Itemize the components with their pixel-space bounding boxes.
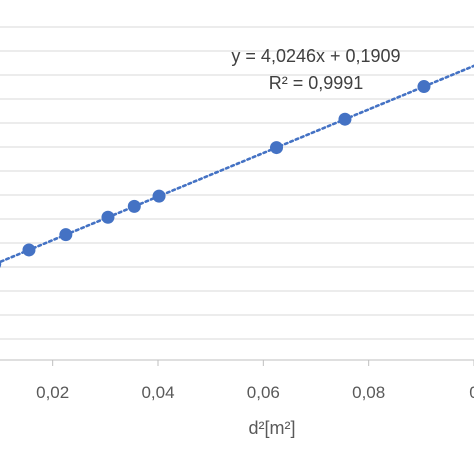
data-point [152, 189, 166, 203]
trendline [0, 64, 474, 264]
x-tick-label: 0,02 [36, 383, 69, 402]
data-point [101, 210, 115, 224]
data-points [0, 80, 431, 268]
x-axis-title: d²[m²] [249, 418, 296, 438]
data-point [59, 228, 73, 242]
trendline-r-squared: R² = 0,9991 [269, 73, 364, 93]
data-point [417, 80, 431, 94]
x-tick-label: 0,04 [141, 383, 174, 402]
x-tick-label: 0 [469, 383, 474, 402]
x-axis-ticks: 0,02 0,04 0,06 0,08 0 [36, 360, 474, 402]
data-point [0, 260, 2, 268]
x-tick-label: 0,06 [247, 383, 280, 402]
x-tick-label: 0,08 [352, 383, 385, 402]
data-point [127, 199, 141, 213]
data-point [22, 243, 36, 257]
data-point [338, 112, 352, 126]
data-point [270, 141, 283, 155]
trendline-equation: y = 4,0246x + 0,1909 [231, 46, 400, 66]
gridlines [0, 26, 474, 340]
